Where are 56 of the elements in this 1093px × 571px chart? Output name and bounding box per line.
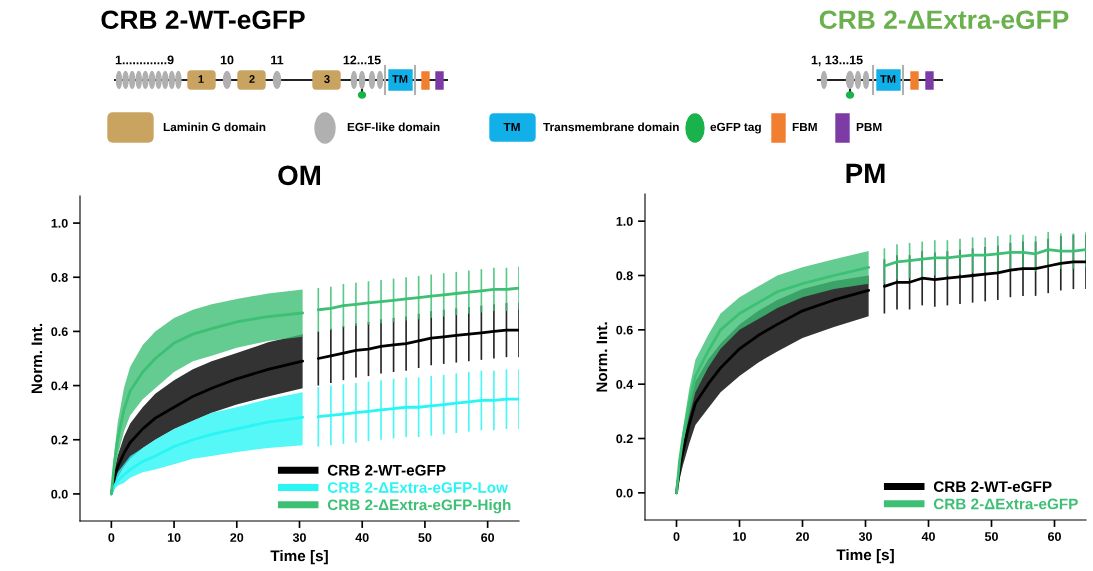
text: EGF-like domain (347, 122, 440, 132)
text: 11 (271, 55, 284, 65)
x-tick-label: 40 (921, 532, 935, 541)
y-axis-title: Norm. Int. (31, 323, 43, 394)
chart-title: PM (846, 163, 885, 183)
y-tick-label: 0.8 (51, 273, 68, 282)
chart-title: OM (278, 165, 321, 186)
x-tick-label: 60 (481, 533, 495, 542)
text: 3 (324, 75, 330, 83)
x-tick-label: 20 (795, 532, 809, 541)
legend-label: CRB 2-WT-eGFP (933, 481, 1052, 493)
y-tick-label: 0.6 (51, 327, 68, 337)
x-tick-label: 20 (230, 533, 244, 542)
text: CRB 2-WT-eGFP (101, 10, 305, 30)
x-tick-label: 50 (418, 533, 432, 542)
text: 1.............9 (115, 55, 174, 65)
x-axis-title: Time [s] (836, 549, 894, 564)
y-tick-label: 0.0 (51, 489, 68, 499)
text: eGFP tag (710, 122, 761, 134)
text: TM (503, 122, 520, 132)
x-tick-label: 10 (733, 532, 746, 541)
y-tick-label: 0.4 (51, 381, 69, 391)
y-tick-label: 0.8 (616, 271, 633, 281)
text: TM (880, 75, 896, 83)
text: TM (392, 75, 408, 83)
x-tick-label: 0 (108, 533, 115, 542)
y-tick-label: 0.4 (616, 379, 634, 389)
text: 1 (198, 75, 204, 83)
x-tick-label: 0 (673, 532, 680, 541)
legend-label: CRB 2-ΔExtra-eGFP-Low (327, 482, 508, 493)
y-tick-label: 0.2 (51, 435, 68, 445)
y-tick-label: 1.0 (616, 216, 633, 226)
text: 1, 13...15 (811, 55, 863, 67)
text: PBM (856, 122, 882, 132)
y-tick-label: 1.0 (51, 218, 68, 228)
text: 2 (249, 75, 255, 83)
text: Laminin G domain (163, 122, 266, 132)
y-tick-label: 0.0 (616, 488, 633, 498)
y-axis-title: Norm. Int. (596, 322, 608, 392)
x-tick-label: 50 (984, 532, 998, 541)
text: FBM (792, 122, 817, 132)
x-tick-label: 60 (1048, 532, 1061, 541)
legend-label: CRB 2-ΔExtra-eGFP (933, 498, 1078, 510)
x-tick-label: 40 (355, 533, 369, 542)
x-axis-title: Time [s] (270, 550, 328, 565)
legend-label: CRB 2-WT-eGFP (327, 464, 446, 476)
x-tick-label: 30 (858, 532, 872, 541)
text: CRB 2-ΔExtra-eGFP (819, 10, 1069, 30)
text: 12...15 (343, 55, 381, 65)
x-tick-label: 30 (292, 533, 306, 542)
legend-label: CRB 2-ΔExtra-eGFP-High (327, 499, 511, 514)
x-tick-label: 10 (167, 533, 181, 542)
text: 10 (220, 55, 234, 65)
y-tick-label: 0.6 (616, 325, 633, 335)
text: Transmembrane domain (543, 122, 679, 132)
y-tick-label: 0.2 (616, 434, 633, 444)
